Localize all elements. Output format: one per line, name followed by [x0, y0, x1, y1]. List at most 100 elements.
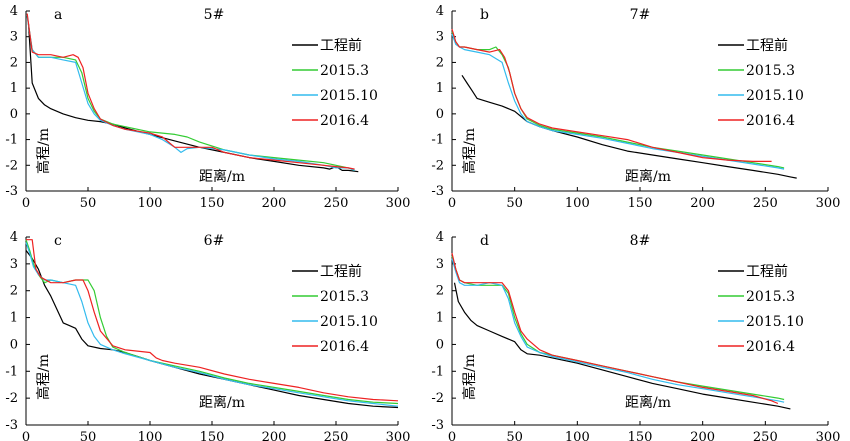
x-tick-label: 250	[324, 430, 349, 441]
x-tick-label: 50	[506, 196, 523, 211]
x-axis-label: 距离/m	[625, 394, 671, 411]
y-tick-label: 0	[10, 107, 18, 122]
x-tick-label: 200	[262, 196, 287, 211]
x-tick-label: 150	[628, 196, 653, 211]
legend-label: 2016.4	[746, 113, 795, 129]
series-line-4	[451, 252, 779, 405]
series-line-3	[26, 16, 355, 171]
y-tick-label: 1	[10, 81, 18, 96]
x-tick-label: 50	[80, 196, 97, 211]
panel-letter: c	[54, 233, 62, 249]
y-axis-label: 高程/m	[35, 354, 52, 400]
x-axis-label: 距离/m	[625, 168, 671, 185]
panel-title: 6#	[204, 233, 225, 249]
x-tick-label: 100	[138, 430, 163, 441]
legend-label: 2015.3	[746, 63, 795, 79]
panel-b: -3 -2 -1 0 1 2 3 4 0 50 100 150 200 250 300 b 7# 高程/m 距离/m…	[431, 4, 840, 211]
y-tick-label: 3	[10, 257, 18, 272]
x-tick-label: 50	[80, 430, 97, 441]
y-tick-label: 0	[10, 337, 18, 352]
legend-label: 2015.10	[320, 314, 378, 330]
x-axis-label: 距离/m	[199, 168, 245, 185]
x-tick-label: 250	[753, 430, 778, 441]
x-tick-label: 0	[448, 430, 456, 441]
y-tick-label: 4	[436, 230, 444, 245]
x-tick-label: 250	[324, 196, 349, 211]
series-line-4	[451, 28, 772, 162]
y-tick-label: -3	[5, 418, 18, 433]
y-tick-label: -3	[431, 184, 444, 199]
legend: 工程前 2015.3 2015.10 2016.4	[292, 263, 378, 355]
y-tick-label: 1	[436, 81, 444, 96]
y-tick-label: 4	[10, 4, 18, 19]
legend-label: 工程前	[320, 263, 362, 280]
x-tick-label: 200	[690, 430, 715, 441]
legend-label: 2015.3	[320, 63, 369, 79]
y-tick-label: -1	[431, 133, 444, 148]
y-tick-label: -2	[431, 158, 444, 173]
series-line-2	[451, 255, 785, 401]
legend-label: 工程前	[746, 37, 788, 54]
y-tick-label: -2	[5, 158, 18, 173]
x-tick-label: 300	[816, 196, 841, 211]
legend-label: 2015.10	[320, 88, 378, 104]
y-tick-label: -3	[431, 418, 444, 433]
legend-label: 2015.10	[746, 314, 804, 330]
y-tick-label: 0	[436, 337, 444, 352]
y-tick-label: 1	[436, 311, 444, 326]
y-tick-label: 1	[10, 311, 18, 326]
x-tick-label: 250	[753, 196, 778, 211]
panel-letter: b	[480, 7, 489, 23]
x-tick-label: 0	[22, 430, 30, 441]
legend-label: 2016.4	[320, 113, 369, 129]
x-tick-label: 0	[22, 196, 30, 211]
y-tick-label: -2	[431, 391, 444, 406]
x-tick-label: 150	[628, 430, 653, 441]
x-tick-label: 300	[386, 196, 411, 211]
panel-a: -3 -2 -1 0 1 2 3 4 0 50 100 150 200 250 300 a 5# 高程/m 距离/m…	[5, 4, 410, 211]
y-tick-label: -1	[5, 364, 18, 379]
y-tick-label: -2	[5, 391, 18, 406]
legend-label: 2015.10	[746, 88, 804, 104]
x-axis-label: 距离/m	[199, 394, 245, 411]
panel-title: 7#	[630, 7, 651, 23]
series-line-4	[26, 13, 355, 170]
panel-letter: a	[54, 7, 62, 23]
x-tick-label: 100	[565, 196, 590, 211]
panel-d: -3 -2 -1 0 1 2 3 4 0 50 100 150 200 250 300 d 8# 高程/m 距离/m…	[431, 230, 840, 441]
y-tick-label: -1	[5, 133, 18, 148]
legend-label: 工程前	[746, 263, 788, 280]
series-line-4	[26, 239, 399, 402]
y-tick-label: -1	[431, 364, 444, 379]
x-tick-label: 150	[200, 430, 225, 441]
x-tick-label: 100	[138, 196, 163, 211]
y-axis-label: 高程/m	[35, 128, 52, 174]
y-tick-label: 3	[436, 257, 444, 272]
x-tick-label: 50	[506, 430, 523, 441]
y-tick-label: 4	[10, 230, 18, 245]
legend-label: 2015.3	[320, 289, 369, 305]
series-line-3	[451, 258, 785, 403]
panel-letter: d	[480, 233, 489, 249]
legend-label: 2015.3	[746, 289, 795, 305]
y-tick-label: 4	[436, 4, 444, 19]
y-axis-label: 高程/m	[461, 354, 478, 400]
y-tick-label: 2	[10, 55, 18, 70]
legend-label: 工程前	[320, 37, 362, 54]
y-tick-label: 3	[10, 30, 18, 45]
legend-label: 2016.4	[746, 339, 795, 355]
y-tick-label: -3	[5, 184, 18, 199]
legend: 工程前 2015.3 2015.10 2016.4	[718, 263, 804, 355]
panel-title: 8#	[630, 233, 651, 249]
legend: 工程前 2015.3 2015.10 2016.4	[718, 37, 804, 129]
x-tick-label: 200	[262, 430, 287, 441]
panel-c: -3 -2 -1 0 1 2 3 4 0 50 100 150 200 250 300 c 6# 高程/m 距离/m…	[5, 230, 410, 441]
y-tick-label: 3	[436, 30, 444, 45]
x-tick-label: 0	[448, 196, 456, 211]
y-tick-label: 0	[436, 107, 444, 122]
legend: 工程前 2015.3 2015.10 2016.4	[292, 37, 378, 129]
legend-label: 2016.4	[320, 339, 369, 355]
series-line-2	[25, 239, 399, 405]
x-tick-label: 100	[565, 430, 590, 441]
